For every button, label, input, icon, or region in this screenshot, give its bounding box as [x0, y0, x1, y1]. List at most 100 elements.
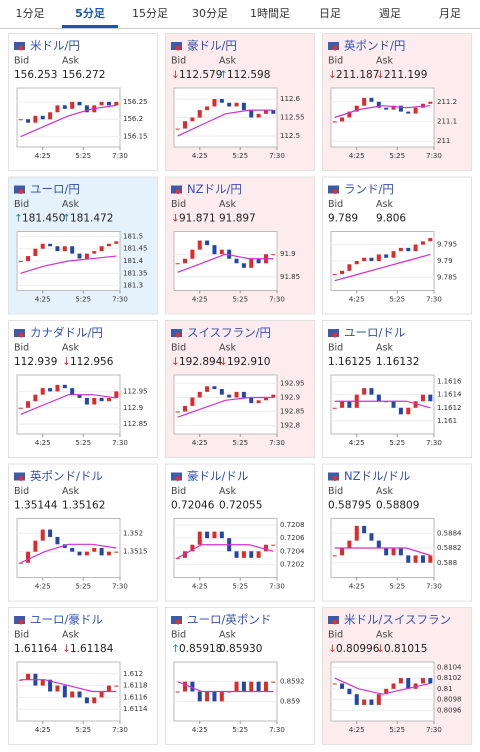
candle — [175, 691, 180, 693]
candle — [190, 544, 195, 552]
y-tick-label: 112.9 — [123, 404, 143, 412]
tab[interactable] — [0, 0, 60, 28]
candle — [197, 240, 202, 250]
pair-title[interactable]: 英ポンド/ドル — [30, 469, 103, 483]
candle — [376, 394, 381, 402]
candle — [62, 105, 67, 109]
tab-label[interactable]: 月足 — [439, 7, 461, 20]
ask-label: Ask — [62, 199, 79, 210]
flag-mark — [175, 189, 181, 194]
pair-title[interactable]: 米ドル/スイスフラン — [344, 613, 451, 627]
candle — [384, 688, 389, 695]
bid-value: 211.187 — [336, 69, 379, 81]
tab-label[interactable]: 1時間足 — [250, 7, 290, 20]
candle — [77, 551, 82, 556]
ask-label: Ask — [62, 56, 79, 67]
candle — [256, 551, 261, 558]
candle — [376, 694, 381, 705]
tab-label[interactable]: 1分足 — [16, 7, 45, 20]
bid-label: Bid — [328, 199, 343, 210]
candle — [369, 699, 374, 705]
pair-title[interactable]: 豪ドル/ドル — [187, 469, 248, 483]
candle — [18, 119, 23, 121]
ask-label: Ask — [219, 56, 236, 67]
pair-title[interactable]: ユーロ/円 — [30, 182, 80, 196]
tab[interactable] — [120, 0, 180, 28]
candle — [18, 562, 23, 564]
tab-label[interactable]: 30分足 — [192, 7, 228, 20]
pair-title[interactable]: ランド/円 — [344, 182, 394, 196]
pair-title[interactable]: 米ドル/円 — [30, 39, 80, 53]
tab-label[interactable]: 5分足 — [75, 6, 106, 20]
candle — [70, 388, 75, 395]
candle — [234, 258, 239, 264]
tab[interactable] — [420, 0, 480, 28]
candle — [84, 551, 89, 556]
pair-title[interactable]: カナダドル/円 — [30, 326, 103, 340]
pair-title[interactable]: ユーロ/ドル — [344, 326, 405, 340]
candle — [190, 117, 195, 122]
pair-title[interactable]: NZドル/ドル — [344, 469, 410, 483]
tab[interactable] — [180, 0, 240, 28]
candle — [362, 525, 367, 534]
chart-frame — [330, 87, 435, 148]
chart-frame — [16, 374, 121, 435]
pair-title[interactable]: 英ポンド/円 — [344, 39, 405, 53]
ask-value: 211.199 — [384, 69, 427, 81]
pair-title[interactable]: ユーロ/豪ドル — [30, 613, 103, 627]
y-tick-label: 192.8 — [280, 422, 300, 430]
y-tick-label: 0.7204 — [280, 547, 305, 555]
candle — [40, 388, 45, 395]
candle — [428, 238, 433, 242]
ask-value: 0.85930 — [219, 643, 262, 655]
bid-value: 1.16125 — [328, 356, 371, 368]
ask-label: Ask — [219, 199, 236, 210]
tab[interactable] — [240, 0, 300, 28]
chart-frame — [16, 518, 121, 578]
tab[interactable] — [300, 0, 360, 28]
tab-label[interactable]: 日足 — [319, 7, 341, 20]
candle — [106, 101, 111, 106]
bid-value: 1.61164 — [14, 643, 58, 655]
candle — [55, 384, 60, 392]
flag-mark — [332, 619, 338, 625]
bid-value: 0.85918 — [179, 643, 222, 655]
candle — [48, 112, 53, 120]
y-tick-label: 181.45 — [123, 245, 148, 253]
tab[interactable] — [360, 0, 420, 28]
tab[interactable] — [60, 0, 120, 28]
ask-value: 1.61184 — [70, 643, 114, 655]
tab-label[interactable]: 15分足 — [132, 7, 168, 20]
pair-title[interactable]: スイスフラン/円 — [187, 326, 271, 340]
trend-arrow: ↓ — [328, 69, 337, 81]
pair-title[interactable]: 豪ドル/円 — [187, 39, 237, 53]
ask-label: Ask — [62, 486, 79, 497]
candle — [114, 685, 119, 687]
pair-title[interactable]: ユーロ/英ポンド — [187, 613, 271, 627]
tab-label[interactable]: 週足 — [379, 7, 401, 20]
candle — [332, 407, 337, 409]
candle — [263, 397, 268, 401]
candle — [241, 681, 246, 692]
candle — [114, 101, 119, 106]
pair-title[interactable]: NZドル/円 — [187, 182, 242, 196]
ask-label: Ask — [219, 486, 236, 497]
x-tick-label: 4:25 — [192, 296, 208, 304]
x-tick-label: 5:25 — [75, 296, 91, 304]
candle — [190, 397, 195, 406]
